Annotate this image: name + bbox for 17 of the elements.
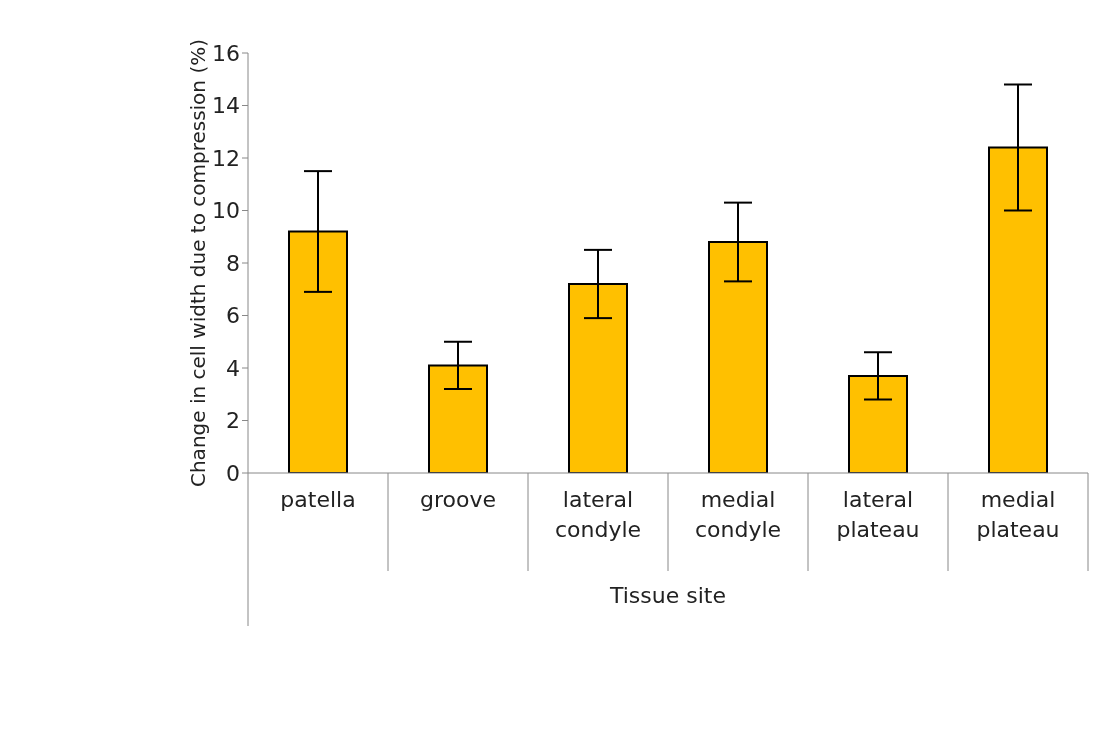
y-tick-label: 6	[226, 303, 240, 329]
x-tick-label: groove	[419, 487, 497, 512]
x-tick-label: medial plateau	[976, 487, 1060, 542]
x-tick-label: patella	[280, 487, 356, 512]
x-tick-label: medial condyle	[694, 487, 782, 542]
y-tick-label: 12	[212, 145, 240, 171]
y-tick-label: 10	[212, 198, 240, 224]
y-tick-label: 14	[212, 93, 240, 119]
y-axis-title: Change in cell width due to compression (%)	[186, 38, 211, 488]
x-tick-label: lateral plateau	[836, 487, 920, 542]
y-tick-label: 16	[212, 40, 240, 66]
y-tick-label: 4	[226, 355, 240, 381]
x-tick-label: lateral condyle	[554, 487, 642, 542]
y-tick-label: 8	[226, 250, 240, 276]
x-axis-title: Tissue site	[608, 583, 727, 608]
y-tick-label: 2	[226, 408, 240, 434]
y-tick-label: 0	[226, 460, 240, 486]
